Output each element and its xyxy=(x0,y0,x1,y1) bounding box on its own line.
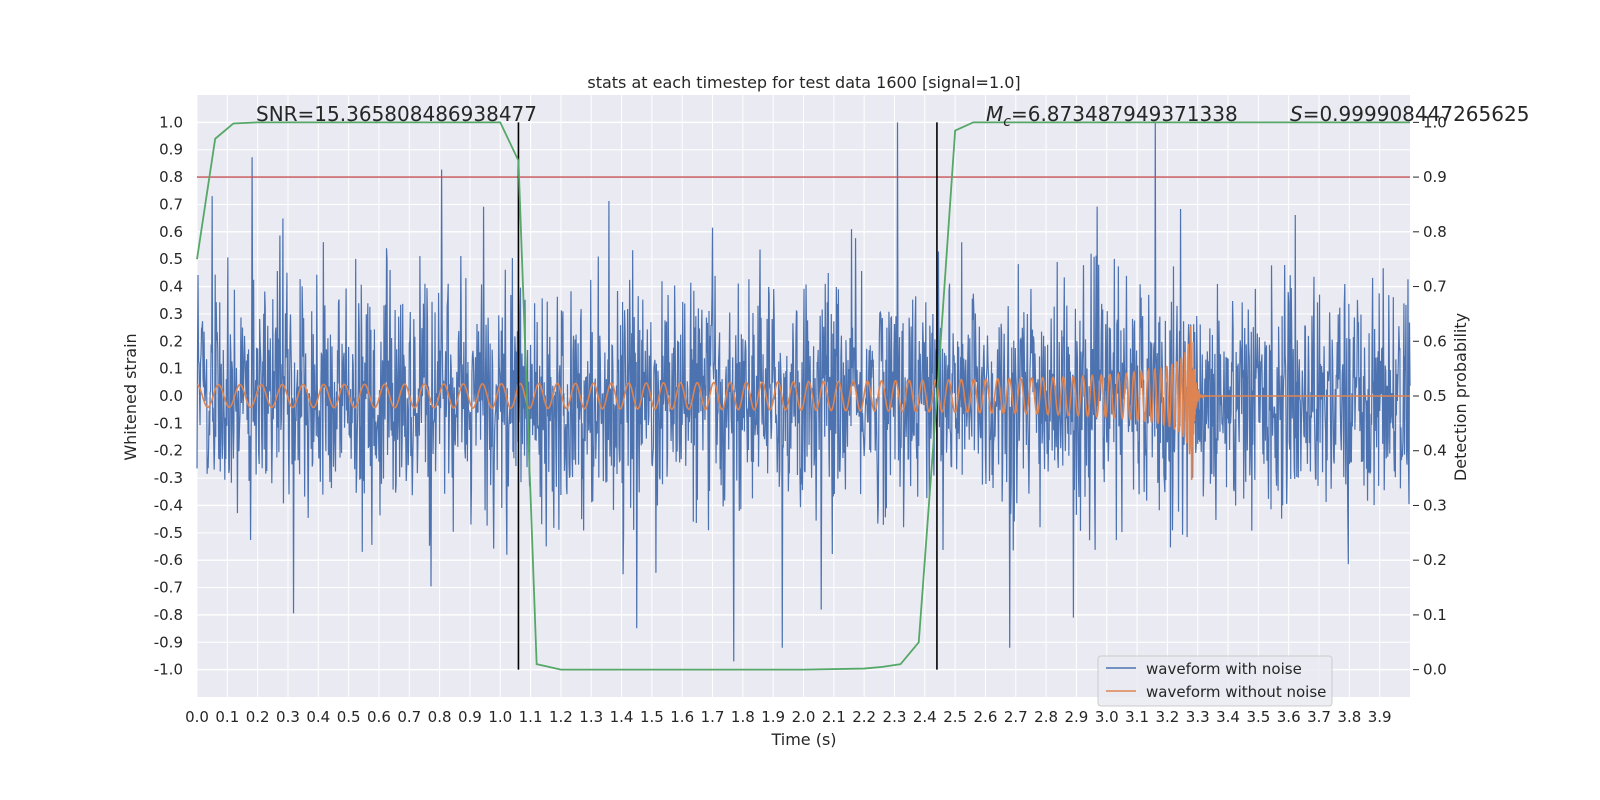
x-tick-label: 3.8 xyxy=(1337,708,1361,726)
y-tick-label: 0.8 xyxy=(159,168,183,186)
y-tick-label: -0.7 xyxy=(154,579,183,597)
x-tick-label: 1.4 xyxy=(610,708,634,726)
y2-tick-labels: 1.0 0.9 0.8 0.7 0.6 0.5 0.4 0.3 0.2 0.1 0.0 xyxy=(1413,113,1447,679)
x-tick-label: 3.1 xyxy=(1125,708,1149,726)
x-tick-label: 0.2 xyxy=(246,708,270,726)
x-tick-label: 2.4 xyxy=(913,708,937,726)
x-tick-label: 2.3 xyxy=(883,708,907,726)
legend-label-noisy: waveform with noise xyxy=(1146,660,1302,678)
x-tick-label: 2.5 xyxy=(943,708,967,726)
x-tick-label: 0.0 xyxy=(185,708,209,726)
x-tick-labels: 0.0 0.1 0.2 0.3 0.4 0.5 0.6 0.7 0.8 0.9 1.0 1.1 1.2 1… xyxy=(185,708,1392,726)
x-tick-label: 0.5 xyxy=(337,708,361,726)
clean-waveform-line xyxy=(196,326,1410,480)
x-tick-label: 2.7 xyxy=(1004,708,1028,726)
x-tick-label: 0.8 xyxy=(428,708,452,726)
x-tick-label: 1.5 xyxy=(640,708,664,726)
chirp-mass-subscript: c xyxy=(1003,114,1011,130)
y2-tick-label: 0.7 xyxy=(1423,278,1447,296)
score-value: =0.999908447265625 xyxy=(1303,102,1530,126)
x-tick-label: 2.6 xyxy=(974,708,998,726)
x-tick-label: 1.8 xyxy=(731,708,755,726)
y-tick-label: -0.9 xyxy=(154,633,183,651)
y-tick-labels: 1.0 0.9 0.8 0.7 0.6 0.5 0.4 0.3 0.2 0.1 0.0 -0.1 -0.… xyxy=(154,113,183,678)
detection-probability-path xyxy=(196,121,1410,671)
y2-tick-label: 0.5 xyxy=(1423,387,1447,405)
y-tick-label: 0.5 xyxy=(159,250,183,268)
chirp-mass-value: =6.873487949371338 xyxy=(1011,102,1238,126)
x-tick-label: 1.6 xyxy=(670,708,694,726)
snr-annotation: SNR=15.365808486938477 xyxy=(256,102,537,126)
chirp-mass-annotation: Mc=6.873487949371338 xyxy=(986,102,1238,130)
y2-tick-label: 0.8 xyxy=(1423,223,1447,241)
score-annotation: S=0.999908447265625 xyxy=(1290,102,1529,126)
x-tick-label: 1.3 xyxy=(579,708,603,726)
score-symbol: S xyxy=(1290,102,1303,126)
x-tick-label: 3.5 xyxy=(1246,708,1270,726)
x-tick-label: 3.7 xyxy=(1307,708,1331,726)
y2-tick-label: 0.9 xyxy=(1423,168,1447,186)
chirp-mass-symbol: M xyxy=(986,102,1003,126)
x-tick-label: 0.7 xyxy=(397,708,421,726)
x-tick-label: 1.0 xyxy=(488,708,512,726)
y2-tick-label: 0.3 xyxy=(1423,496,1447,514)
y-tick-label: -1.0 xyxy=(154,661,183,679)
x-tick-label: 2.2 xyxy=(852,708,876,726)
x-tick-label: 3.2 xyxy=(1155,708,1179,726)
y-tick-label: 1.0 xyxy=(159,113,183,131)
x-tick-label: 0.6 xyxy=(367,708,391,726)
x-tick-label: 0.4 xyxy=(306,708,330,726)
y-tick-label: -0.8 xyxy=(154,606,183,624)
y-tick-label: 0.2 xyxy=(159,332,183,350)
x-tick-label: 0.1 xyxy=(215,708,239,726)
legend-label-clean: waveform without noise xyxy=(1146,683,1326,701)
y2-tick-label: 0.4 xyxy=(1423,442,1447,460)
x-tick-label: 2.0 xyxy=(792,708,816,726)
x-tick-label: 0.3 xyxy=(276,708,300,726)
y2-tick-label: 0.6 xyxy=(1423,332,1447,350)
y-tick-label: -0.1 xyxy=(154,414,183,432)
y-tick-label: 0.6 xyxy=(159,223,183,241)
y-tick-label: 0.9 xyxy=(159,141,183,159)
x-tick-label: 3.6 xyxy=(1277,708,1301,726)
y-tick-label: 0.0 xyxy=(159,387,183,405)
x-tick-label: 3.4 xyxy=(1216,708,1240,726)
y-tick-label: 0.7 xyxy=(159,195,183,213)
y2-tick-label: 1.0 xyxy=(1423,113,1447,131)
y2-tick-label: 0.1 xyxy=(1423,606,1447,624)
y-tick-label: 0.1 xyxy=(159,360,183,378)
y-tick-label: 0.3 xyxy=(159,305,183,323)
x-tick-label: 1.2 xyxy=(549,708,573,726)
legend-box xyxy=(1097,655,1333,707)
x-tick-label: 1.9 xyxy=(761,708,785,726)
x-tick-label: 3.9 xyxy=(1368,708,1392,726)
legend: waveform with noise waveform without noi… xyxy=(1097,655,1333,707)
chart-title: stats at each timestep for test data 160… xyxy=(587,73,1020,92)
y2-axis-label: Detection probability xyxy=(1451,313,1470,481)
x-tick-label: 2.1 xyxy=(822,708,846,726)
y-tick-label: -0.2 xyxy=(154,442,183,460)
x-tick-label: 3.0 xyxy=(1095,708,1119,726)
y2-tick-label: 0.0 xyxy=(1423,661,1447,679)
x-axis-label: Time (s) xyxy=(770,730,836,749)
x-tick-label: 3.3 xyxy=(1186,708,1210,726)
clean-waveform-path xyxy=(196,326,1410,480)
x-tick-label: 2.9 xyxy=(1064,708,1088,726)
y-axis-label: Whitened strain xyxy=(121,333,140,460)
y-tick-label: -0.6 xyxy=(154,551,183,569)
y2-tick-label: 0.2 xyxy=(1423,551,1447,569)
x-tick-label: 0.9 xyxy=(458,708,482,726)
x-tick-label: 1.1 xyxy=(519,708,543,726)
y-tick-label: -0.4 xyxy=(154,496,183,514)
x-tick-label: 1.7 xyxy=(701,708,725,726)
y-tick-label: -0.5 xyxy=(154,524,183,542)
y-tick-label: 0.4 xyxy=(159,278,183,296)
y-tick-label: -0.3 xyxy=(154,469,183,487)
detection-probability-line xyxy=(196,121,1410,671)
x-tick-label: 2.8 xyxy=(1034,708,1058,726)
